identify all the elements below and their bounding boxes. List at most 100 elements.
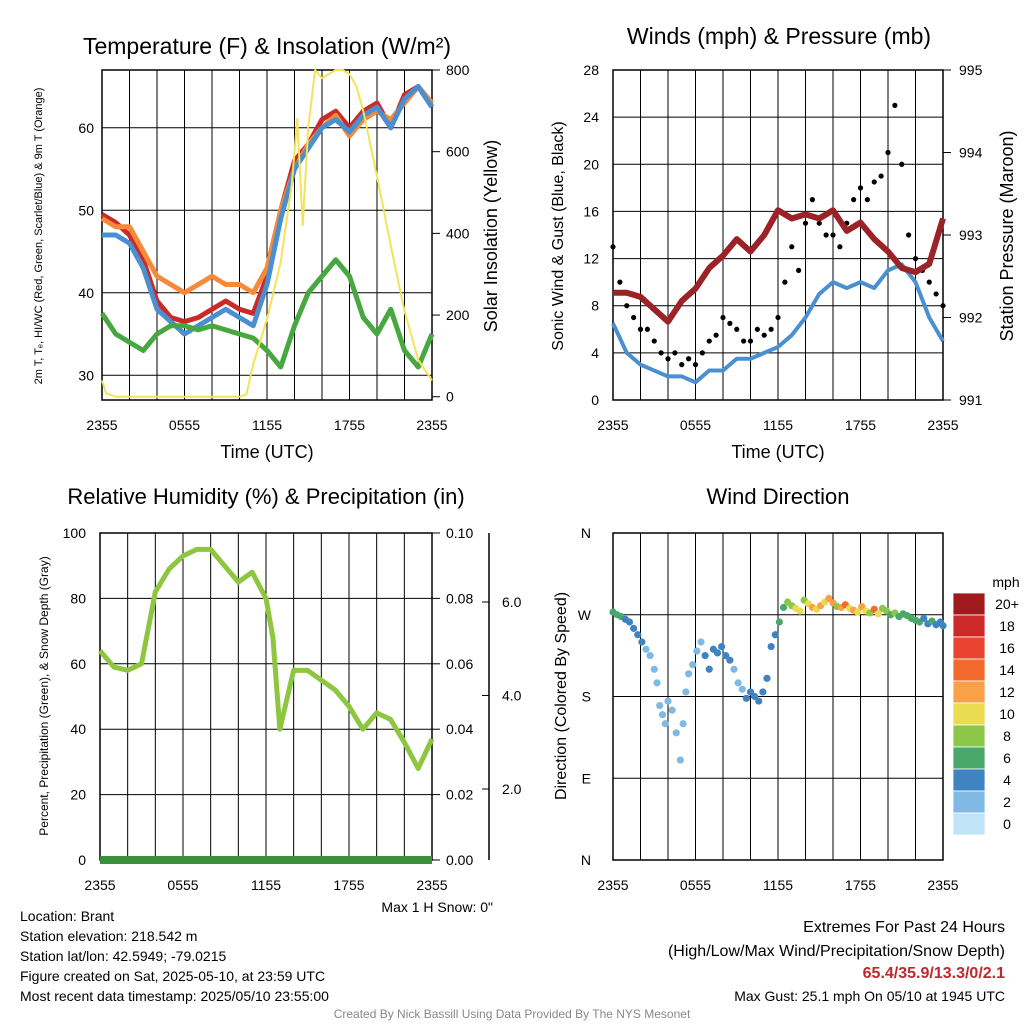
created-label: Figure created on Sat, 2025-05-10, at 23… [20,968,326,984]
gust-point [892,102,898,108]
recent-data-label: Most recent data timestamp: 2025/05/10 2… [20,988,329,1004]
direction-point [742,694,750,702]
gust-point [741,338,747,344]
colorbar-swatch [952,746,986,770]
colorbar-label: 16 [999,640,1015,656]
credit-label: Created By Nick Bassill Using Data Provi… [333,1007,691,1021]
colorbar-swatch [952,790,986,814]
gust-point [637,326,644,332]
humidity-panel: Relative Humidity (%) & Precipitation (i… [37,484,522,915]
direction-point [634,631,642,639]
direction-point [638,638,646,646]
direction-point [701,652,709,660]
humidity-ytick: 20 [70,787,86,803]
humidity-xtick: 1755 [333,877,364,893]
winds-ytick: 8 [591,298,599,314]
gust-point [912,255,919,262]
temperature-xtick: 0555 [169,417,200,433]
temperature-xtick: 2355 [86,417,117,433]
extremes-values: 65.4/35.9/13.3/0/2.1 [862,965,1005,982]
temperature-series-2 [102,84,435,337]
temperature-y2tick: 600 [446,144,470,160]
gust-point [789,244,795,250]
winds-xlabel: Time (UTC) [731,442,824,462]
direction-tick: E [582,770,591,786]
direction-point [682,688,690,696]
temperature-y2tick: 800 [446,62,470,78]
winds-ytick: 12 [583,251,599,267]
direction-point [661,720,669,728]
temperature-xtick: 1755 [334,417,365,433]
gust-point [899,161,905,167]
humidity-xtick: 0555 [167,877,198,893]
direction-tick: N [581,525,591,541]
colorbar-swatch [952,592,986,616]
direction-point [771,631,779,639]
gust-point [940,303,946,309]
gust-point [610,244,616,250]
direction-xtick: 2355 [597,877,628,893]
winds-ylabel-right: Station Pressure (Maroon) [997,130,1017,341]
humidity-ytick: 0 [78,852,86,868]
winds-title: Winds (mph) & Pressure (mb) [627,23,931,49]
gust-point [665,356,671,362]
colorbar-label: 20+ [995,596,1019,612]
gust-point [651,338,657,344]
temperature-ytick: 30 [78,367,94,383]
gust-point [926,279,932,285]
direction-point [672,729,680,737]
direction-tick: W [578,607,592,623]
direction-point [679,720,687,728]
winds-xtick: 1155 [763,417,793,433]
colorbar-label: 4 [1003,772,1011,788]
temperature-ytick: 40 [78,285,94,301]
colorbar-swatch [952,702,986,726]
colorbar-label: 18 [999,618,1015,634]
extremes-subtitle: (High/Low/Max Wind/Precipitation/Snow De… [667,943,1005,960]
colorbar: 20+ 18 16 14 12 10 8 6 4 2 0 [952,592,1019,836]
precip-tick: 0.10 [446,525,473,541]
gust-point [679,362,685,368]
gust-point [672,350,678,356]
gust-point [809,197,815,203]
humidity-xtick: 1155 [251,877,281,893]
direction-xtick: 0555 [680,877,711,893]
colorbar-label: 10 [999,706,1015,722]
temperature-y2tick: 400 [446,225,470,241]
direction-point [775,618,783,626]
gust-point [644,326,650,332]
gust-point [782,279,788,285]
winds-xtick: 1755 [845,417,876,433]
wind-direction-ylabel: Direction (Colored By Speed) [553,592,570,800]
winds-y2tick: 991 [959,392,983,408]
temperature-ytick: 50 [78,202,94,218]
humidity-title: Relative Humidity (%) & Precipitation (i… [67,484,464,509]
gust-point [617,279,623,285]
gust-point [686,356,692,362]
direction-point [625,618,634,626]
gust-point [699,350,705,356]
colorbar-swatch [952,658,986,682]
direction-point [755,697,763,705]
direction-point [874,610,882,618]
winds-ytick: 28 [583,62,599,78]
direction-point [713,649,722,657]
direction-point [646,652,654,660]
direction-point [693,647,701,655]
humidity-ytick: 60 [70,656,86,672]
gust-point [706,338,712,344]
gust-point [747,338,754,344]
humidity-series-0 [98,546,435,771]
colorbar-swatch [952,812,986,836]
temperature-series-3 [99,257,435,370]
direction-point [759,688,767,696]
gust-point [871,179,877,185]
colorbar-label: 0 [1003,816,1011,832]
gust-point [754,326,760,332]
direction-point [730,665,738,673]
gust-point [768,326,774,332]
winds-ytick: 0 [591,392,599,408]
extremes-title: Extremes For Past 24 Hours [803,919,1005,936]
winds-ytick: 24 [583,109,599,125]
winds-series-2 [613,207,946,325]
